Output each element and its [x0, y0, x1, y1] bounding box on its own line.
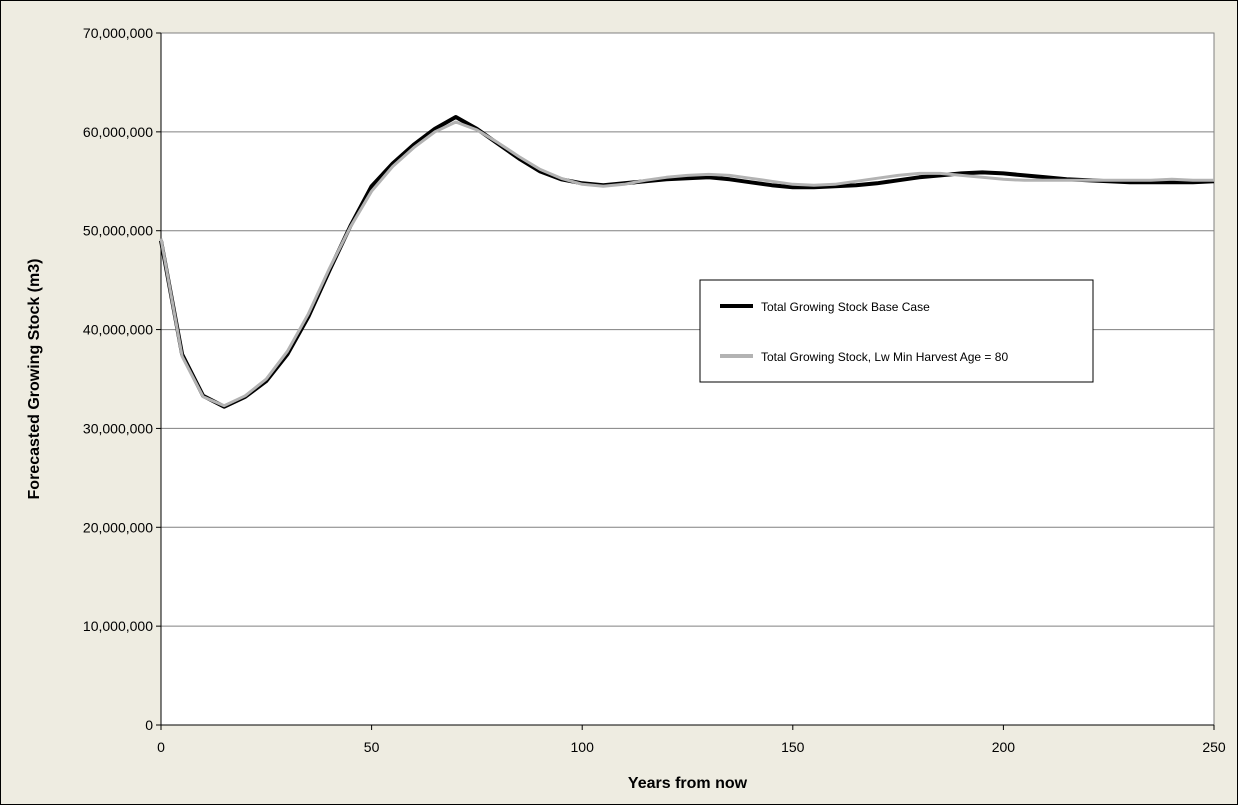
y-tick-label: 0	[145, 717, 153, 733]
x-tick-label: 50	[364, 739, 380, 755]
y-tick-label: 40,000,000	[83, 322, 153, 338]
y-tick-label: 70,000,000	[83, 25, 153, 41]
x-tick-label: 100	[571, 739, 595, 755]
y-tick-label: 20,000,000	[83, 519, 153, 535]
gridlines	[161, 32, 1214, 627]
y-tick-label: 30,000,000	[83, 420, 153, 436]
series-line-lw-min-harvest-age	[159, 120, 1214, 408]
y-axis-title: Forecasted Growing Stock (m3)	[26, 259, 43, 500]
axes	[160, 33, 1214, 726]
x-tick-label: 150	[781, 739, 805, 755]
x-axis-title: Years from now	[628, 775, 748, 792]
legend-label-alt: Total Growing Stock, Lw Min Harvest Age …	[761, 350, 1008, 364]
y-tick-labels: 0 10,000,000 20,000,000 30,000,000 40,000,00…	[83, 25, 161, 733]
y-tick-label: 50,000,000	[83, 223, 153, 239]
x-tick-label: 0	[157, 739, 165, 755]
y-tick-label: 10,000,000	[83, 618, 153, 634]
x-tick-label: 200	[992, 739, 1016, 755]
legend-box	[699, 279, 1094, 383]
legend-label-base: Total Growing Stock Base Case	[761, 300, 930, 314]
x-tick-label: 250	[1202, 739, 1226, 755]
x-tick-labels: 0 50 100 150 200 250	[157, 725, 1226, 755]
series-layer	[159, 115, 1215, 409]
y-tick-label: 60,000,000	[83, 124, 153, 140]
legend: Total Growing Stock Base Case Total Grow…	[699, 279, 1094, 383]
